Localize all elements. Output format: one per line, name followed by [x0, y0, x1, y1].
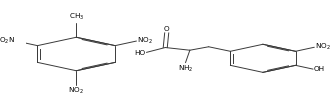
Text: HO: HO	[134, 50, 146, 56]
Text: NO$_2$: NO$_2$	[137, 36, 153, 46]
Text: CH$_3$: CH$_3$	[69, 12, 84, 22]
Text: O$_2$N: O$_2$N	[0, 36, 15, 46]
Text: NO$_2$: NO$_2$	[315, 42, 331, 52]
Text: NO$_2$: NO$_2$	[69, 86, 84, 96]
Text: O: O	[164, 26, 169, 32]
Text: OH: OH	[314, 66, 325, 72]
Text: NH$_2$: NH$_2$	[178, 64, 193, 74]
